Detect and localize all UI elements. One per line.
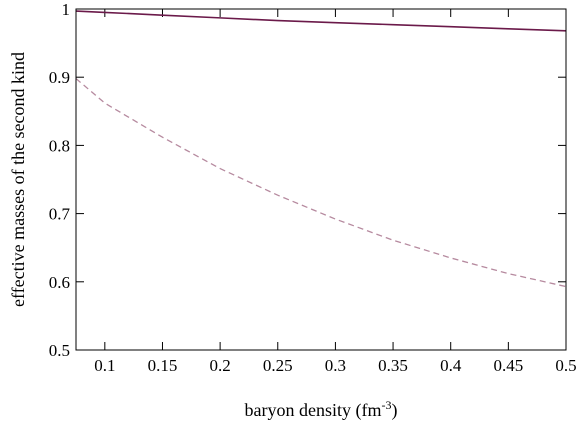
- y-tick-label: 1: [62, 0, 71, 19]
- x-tick-label: 0.3: [325, 356, 346, 375]
- plot-frame: [75, 8, 567, 351]
- x-tick-label: 0.2: [209, 356, 230, 375]
- x-tick-label: 0.15: [148, 356, 178, 375]
- x-axis-title-main: baryon density (fm: [245, 400, 382, 421]
- y-tick-label: 0.6: [49, 273, 70, 292]
- x-axis-title-tail: ): [391, 400, 397, 421]
- y-tick-label: 0.5: [49, 341, 70, 360]
- tick-marks: [76, 8, 567, 351]
- y-tick-label: 0.8: [49, 136, 70, 155]
- x-axis-title: baryon density (fm-3): [245, 398, 398, 421]
- x-tick-label: 0.35: [378, 356, 408, 375]
- series-line-solid: [75, 10, 567, 32]
- y-tick-label: 0.9: [49, 68, 70, 87]
- series-lines: [75, 10, 567, 288]
- y-axis-title: effective masses of the second kind: [8, 52, 28, 307]
- x-tick-label: 0.5: [555, 356, 576, 375]
- x-axis-title-superscript: -3: [381, 398, 391, 412]
- x-tick-label: 0.1: [94, 356, 115, 375]
- x-tick-labels: 0.1 0.15 0.2 0.25 0.3 0.35 0.4 0.45 0.5: [94, 356, 576, 375]
- x-tick-label: 0.4: [440, 356, 462, 375]
- series-line-dashed: [75, 78, 567, 288]
- x-tick-label: 0.25: [263, 356, 293, 375]
- y-tick-labels: 0.5 0.6 0.7 0.8 0.9 1: [49, 0, 71, 360]
- x-tick-label: 0.45: [493, 356, 523, 375]
- y-tick-label: 0.7: [49, 205, 71, 224]
